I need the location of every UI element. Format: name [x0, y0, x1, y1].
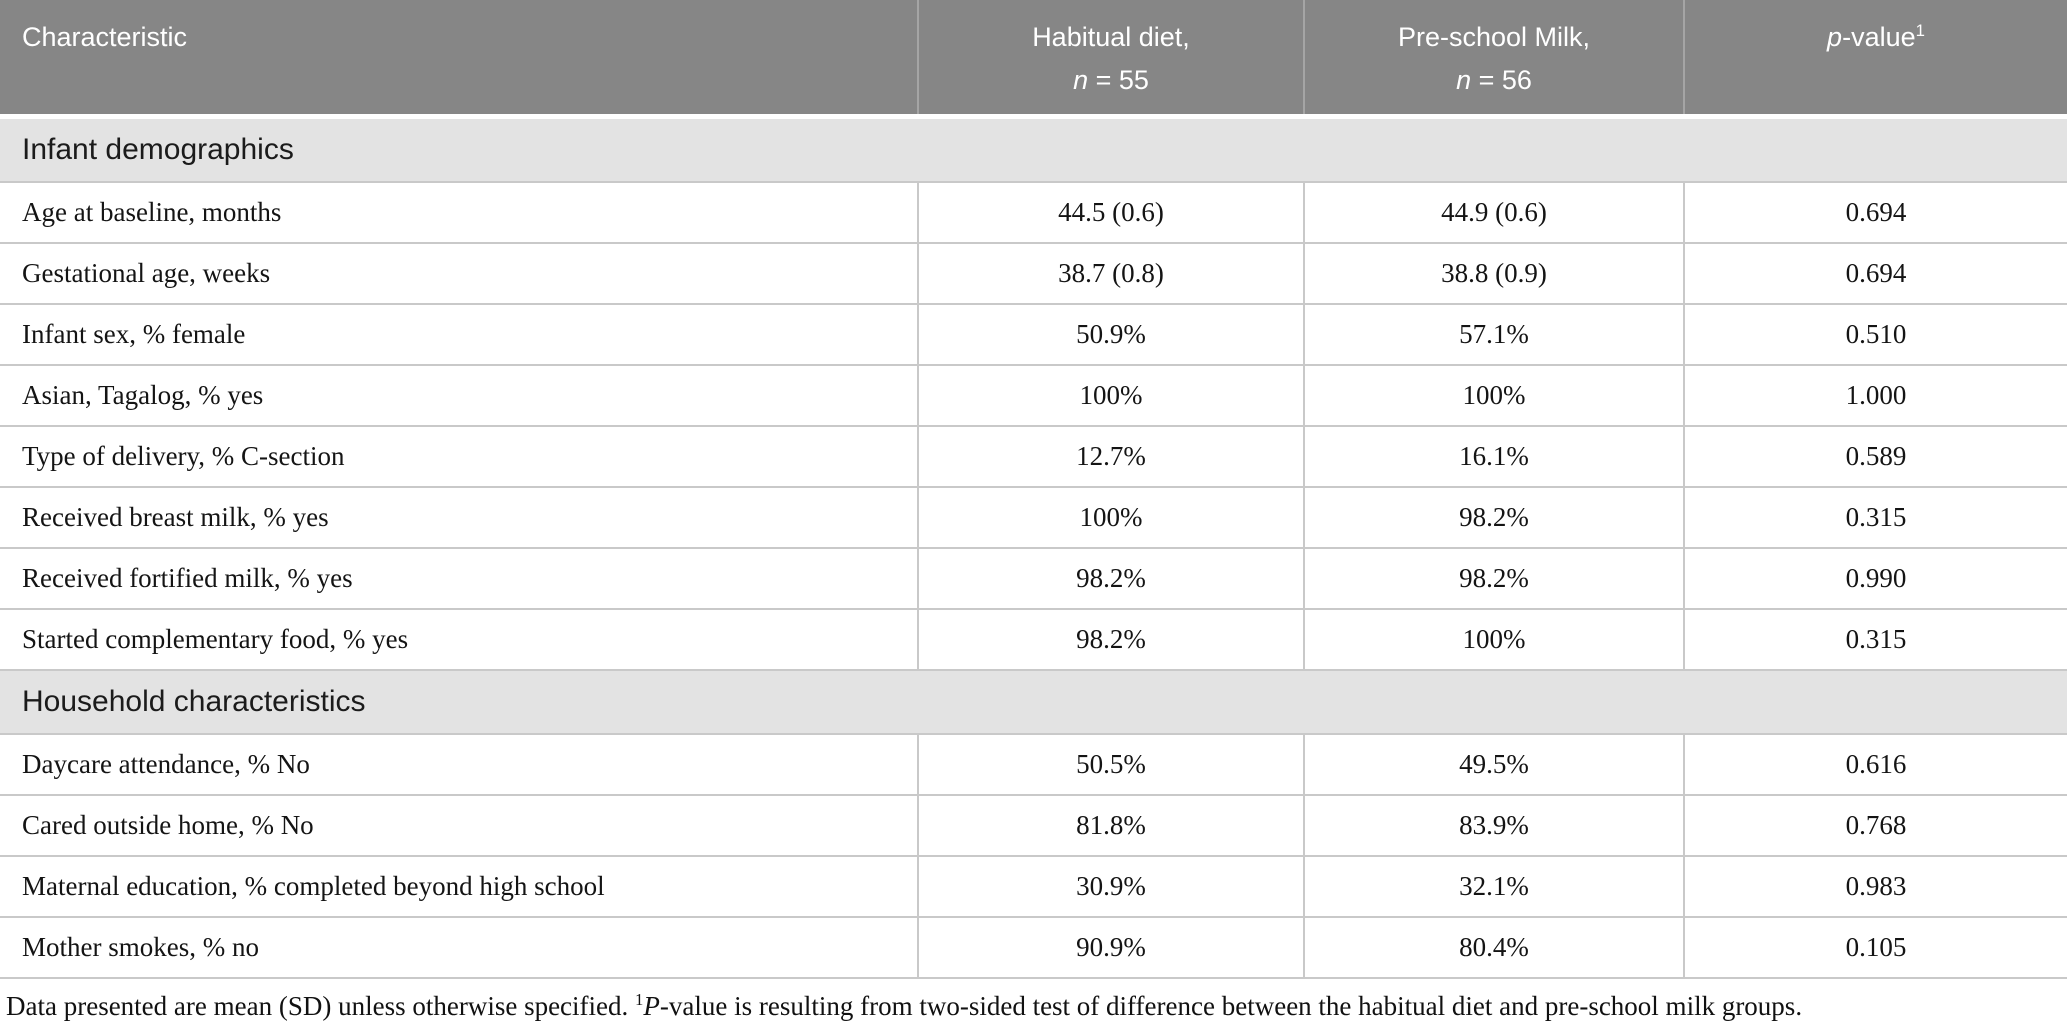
table-row: Cared outside home, % No 81.8% 83.9% 0.7… [0, 796, 2067, 857]
col-header-habitual-line2: n = 55 [1073, 65, 1149, 96]
cell-pvalue: 0.589 [1683, 427, 2067, 486]
cell-habitual: 30.9% [917, 857, 1303, 916]
table-row: Daycare attendance, % No 50.5% 49.5% 0.6… [0, 735, 2067, 796]
table-row: Maternal education, % completed beyond h… [0, 857, 2067, 918]
footnote-superscript: 1 [635, 990, 644, 1009]
row-label: Received fortified milk, % yes [22, 563, 353, 593]
cell-pvalue: 0.768 [1683, 796, 2067, 855]
cell-pvalue: 0.315 [1683, 610, 2067, 669]
cell-preschool: 80.4% [1303, 918, 1683, 977]
cell-preschool: 100% [1303, 610, 1683, 669]
cell-preschool: 44.9 (0.6) [1303, 183, 1683, 242]
table-row: Asian, Tagalog, % yes 100% 100% 1.000 [0, 366, 2067, 427]
row-label: Cared outside home, % No [22, 810, 314, 840]
cell-habitual: 100% [917, 488, 1303, 547]
table-row: Type of delivery, % C-section 12.7% 16.1… [0, 427, 2067, 488]
table-row: Age at baseline, months 44.5 (0.6) 44.9 … [0, 183, 2067, 244]
cell-preschool: 98.2% [1303, 549, 1683, 608]
cell-pvalue: 0.616 [1683, 735, 2067, 794]
row-label: Gestational age, weeks [22, 258, 271, 288]
cell-habitual: 12.7% [917, 427, 1303, 486]
cell-preschool: 100% [1303, 366, 1683, 425]
cell-pvalue: 0.694 [1683, 183, 2067, 242]
cell-pvalue: 0.510 [1683, 305, 2067, 364]
col-header-preschool-line1: Pre-school Milk, [1397, 22, 1591, 52]
col-header-pvalue-line: p-value1 [1827, 21, 1925, 52]
footnote-part2: -value is resulting from two-sided test … [659, 991, 1803, 1021]
table-row: Mother smokes, % no 90.9% 80.4% 0.105 [0, 918, 2067, 979]
cell-habitual: 81.8% [917, 796, 1303, 855]
footnote-part1: Data presented are mean (SD) unless othe… [6, 991, 636, 1021]
row-label: Daycare attendance, % No [22, 749, 310, 779]
section-header-infant-demographics: Infant demographics [0, 119, 2067, 183]
header-row: Characteristic Habitual diet, n = 55 Pre… [0, 0, 2067, 114]
cell-habitual: 100% [917, 366, 1303, 425]
row-label: Asian, Tagalog, % yes [22, 380, 264, 410]
cell-pvalue: 1.000 [1683, 366, 2067, 425]
footnote-pvalue-italic: P [643, 991, 660, 1021]
row-label: Mother smokes, % no [22, 932, 259, 962]
cell-pvalue: 0.105 [1683, 918, 2067, 977]
table-row: Gestational age, weeks 38.7 (0.8) 38.8 (… [0, 244, 2067, 305]
section-header-household-characteristics: Household characteristics [0, 671, 2067, 735]
cell-pvalue: 0.315 [1683, 488, 2067, 547]
row-label: Maternal education, % completed beyond h… [22, 871, 605, 901]
cell-habitual: 50.5% [917, 735, 1303, 794]
row-label: Type of delivery, % C-section [22, 441, 345, 471]
col-header-habitual-line1: Habitual diet, [1032, 22, 1190, 52]
table-row: Received fortified milk, % yes 98.2% 98.… [0, 549, 2067, 610]
cell-preschool: 49.5% [1303, 735, 1683, 794]
footnote: Data presented are mean (SD) unless othe… [0, 979, 2067, 1022]
cell-preschool: 38.8 (0.9) [1303, 244, 1683, 303]
cell-habitual: 98.2% [917, 610, 1303, 669]
row-label: Infant sex, % female [22, 319, 246, 349]
cell-preschool: 57.1% [1303, 305, 1683, 364]
col-header-habitual-diet: Habitual diet, n = 55 [917, 0, 1303, 114]
col-header-characteristic: Characteristic [22, 22, 188, 52]
table-row: Received breast milk, % yes 100% 98.2% 0… [0, 488, 2067, 549]
cell-preschool: 98.2% [1303, 488, 1683, 547]
row-label: Age at baseline, months [22, 197, 282, 227]
cell-habitual: 50.9% [917, 305, 1303, 364]
cell-habitual: 90.9% [917, 918, 1303, 977]
cell-preschool: 16.1% [1303, 427, 1683, 486]
table-row: Started complementary food, % yes 98.2% … [0, 610, 2067, 671]
cell-habitual: 38.7 (0.8) [917, 244, 1303, 303]
cell-pvalue: 0.983 [1683, 857, 2067, 916]
table-row: Infant sex, % female 50.9% 57.1% 0.510 [0, 305, 2067, 366]
row-label: Received breast milk, % yes [22, 502, 329, 532]
col-header-pvalue: p-value1 [1683, 0, 2067, 114]
col-header-preschool-line2: n = 56 [1456, 65, 1532, 96]
cell-pvalue: 0.990 [1683, 549, 2067, 608]
row-label: Started complementary food, % yes [22, 624, 409, 654]
col-header-preschool-milk: Pre-school Milk, n = 56 [1303, 0, 1683, 114]
cell-preschool: 32.1% [1303, 857, 1683, 916]
cell-habitual: 44.5 (0.6) [917, 183, 1303, 242]
cell-preschool: 83.9% [1303, 796, 1683, 855]
cell-pvalue: 0.694 [1683, 244, 2067, 303]
cell-habitual: 98.2% [917, 549, 1303, 608]
